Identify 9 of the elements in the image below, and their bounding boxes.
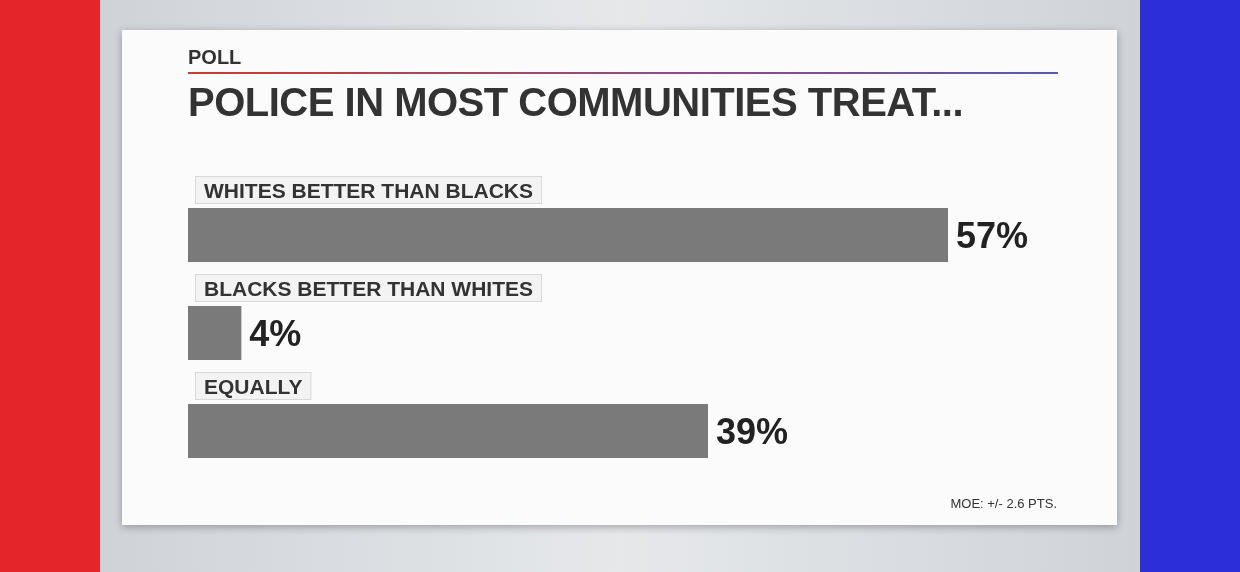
y-tick-label: EQUALLY [204, 375, 303, 398]
y-tick-label: WHITES BETTER THAN BLACKS [204, 179, 533, 202]
data-label: 39% [716, 410, 789, 452]
y-tick-label: BLACKS BETTER THAN WHITES [204, 277, 533, 300]
chart-subtitle: POLL [188, 46, 242, 69]
data-label: 57% [956, 214, 1029, 256]
text: MOE: +/- 2.6 PTS. [950, 496, 1057, 511]
chart-title: POLICE IN MOST COMMUNITIES TREAT... [188, 80, 964, 125]
data-label: 4% [249, 312, 302, 354]
